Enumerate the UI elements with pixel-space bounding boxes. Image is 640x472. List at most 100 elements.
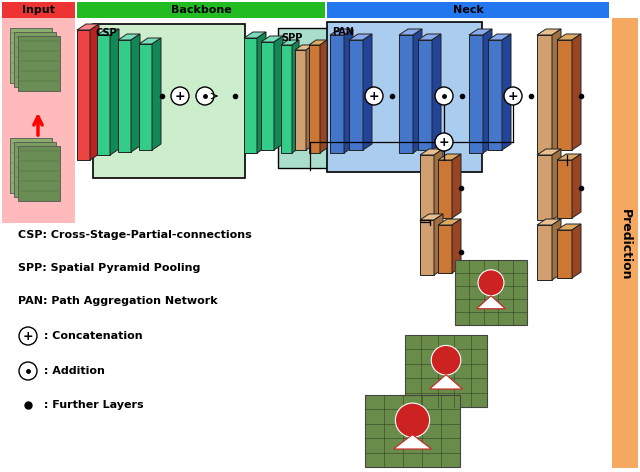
Text: PAN: PAN: [332, 27, 354, 37]
Polygon shape: [557, 40, 572, 150]
Polygon shape: [281, 40, 299, 45]
Polygon shape: [274, 36, 283, 150]
Polygon shape: [281, 45, 292, 153]
FancyBboxPatch shape: [327, 2, 609, 18]
FancyBboxPatch shape: [455, 260, 527, 325]
Polygon shape: [557, 154, 581, 160]
Polygon shape: [438, 160, 452, 218]
Polygon shape: [309, 45, 320, 153]
Polygon shape: [552, 219, 561, 280]
Polygon shape: [344, 29, 353, 153]
FancyBboxPatch shape: [2, 18, 75, 223]
FancyBboxPatch shape: [278, 28, 336, 168]
Polygon shape: [420, 214, 443, 220]
Polygon shape: [292, 40, 299, 153]
Circle shape: [478, 270, 504, 296]
Text: Input: Input: [22, 5, 54, 15]
Polygon shape: [420, 220, 434, 275]
Polygon shape: [572, 154, 581, 218]
Text: Prediction: Prediction: [618, 209, 632, 281]
FancyBboxPatch shape: [93, 24, 245, 178]
Text: PAN: Path Aggregation Network: PAN: Path Aggregation Network: [18, 296, 218, 306]
Text: +: +: [175, 90, 186, 102]
Polygon shape: [557, 34, 581, 40]
Polygon shape: [309, 40, 327, 45]
Polygon shape: [77, 24, 99, 30]
Circle shape: [171, 87, 189, 105]
Polygon shape: [97, 29, 119, 35]
Polygon shape: [399, 29, 422, 35]
Polygon shape: [452, 154, 461, 218]
Polygon shape: [452, 219, 461, 273]
Polygon shape: [399, 35, 413, 153]
FancyBboxPatch shape: [365, 395, 460, 467]
Polygon shape: [118, 40, 131, 152]
Polygon shape: [77, 30, 90, 160]
Text: +: +: [438, 135, 449, 149]
Circle shape: [504, 87, 522, 105]
Text: +: +: [508, 90, 518, 102]
Polygon shape: [420, 149, 443, 155]
Polygon shape: [572, 34, 581, 150]
FancyBboxPatch shape: [14, 32, 56, 87]
FancyBboxPatch shape: [77, 2, 325, 18]
FancyBboxPatch shape: [10, 28, 52, 83]
Polygon shape: [320, 40, 327, 153]
Circle shape: [431, 346, 461, 375]
FancyBboxPatch shape: [18, 36, 60, 91]
Polygon shape: [557, 160, 572, 218]
Polygon shape: [244, 38, 257, 153]
FancyBboxPatch shape: [14, 142, 56, 197]
Polygon shape: [363, 34, 372, 150]
Polygon shape: [557, 224, 581, 230]
Polygon shape: [438, 219, 461, 225]
Polygon shape: [502, 34, 511, 150]
Circle shape: [19, 362, 37, 380]
Text: +: +: [22, 329, 33, 343]
Polygon shape: [537, 219, 561, 225]
Polygon shape: [438, 225, 452, 273]
Polygon shape: [257, 32, 266, 153]
Polygon shape: [418, 34, 441, 40]
Polygon shape: [139, 44, 152, 150]
Polygon shape: [552, 149, 561, 220]
Polygon shape: [110, 29, 119, 155]
Polygon shape: [394, 435, 431, 449]
FancyBboxPatch shape: [612, 18, 638, 468]
FancyBboxPatch shape: [18, 146, 60, 201]
Polygon shape: [537, 225, 552, 280]
Polygon shape: [413, 29, 422, 153]
Polygon shape: [306, 45, 313, 150]
Polygon shape: [90, 24, 99, 160]
Polygon shape: [537, 155, 552, 220]
Text: CSP: CSP: [96, 28, 118, 38]
Polygon shape: [349, 40, 363, 150]
Polygon shape: [139, 38, 161, 44]
Polygon shape: [152, 38, 161, 150]
Polygon shape: [261, 36, 283, 42]
Polygon shape: [434, 149, 443, 220]
Polygon shape: [432, 34, 441, 150]
Circle shape: [19, 327, 37, 345]
Polygon shape: [429, 375, 462, 389]
Polygon shape: [572, 224, 581, 278]
Polygon shape: [420, 155, 434, 220]
Polygon shape: [557, 230, 572, 278]
Polygon shape: [118, 34, 140, 40]
Circle shape: [365, 87, 383, 105]
Polygon shape: [477, 296, 506, 309]
Polygon shape: [261, 42, 274, 150]
FancyBboxPatch shape: [327, 22, 482, 172]
FancyBboxPatch shape: [405, 335, 487, 407]
Polygon shape: [295, 50, 306, 150]
Text: SPP: SPP: [281, 33, 302, 43]
Polygon shape: [295, 45, 313, 50]
Polygon shape: [330, 29, 353, 35]
Text: CSP: Cross-Stage-Partial-connections: CSP: Cross-Stage-Partial-connections: [18, 230, 252, 240]
Circle shape: [435, 87, 453, 105]
FancyBboxPatch shape: [2, 2, 75, 18]
Polygon shape: [97, 35, 110, 155]
Polygon shape: [434, 214, 443, 275]
Polygon shape: [131, 34, 140, 152]
Circle shape: [196, 87, 214, 105]
